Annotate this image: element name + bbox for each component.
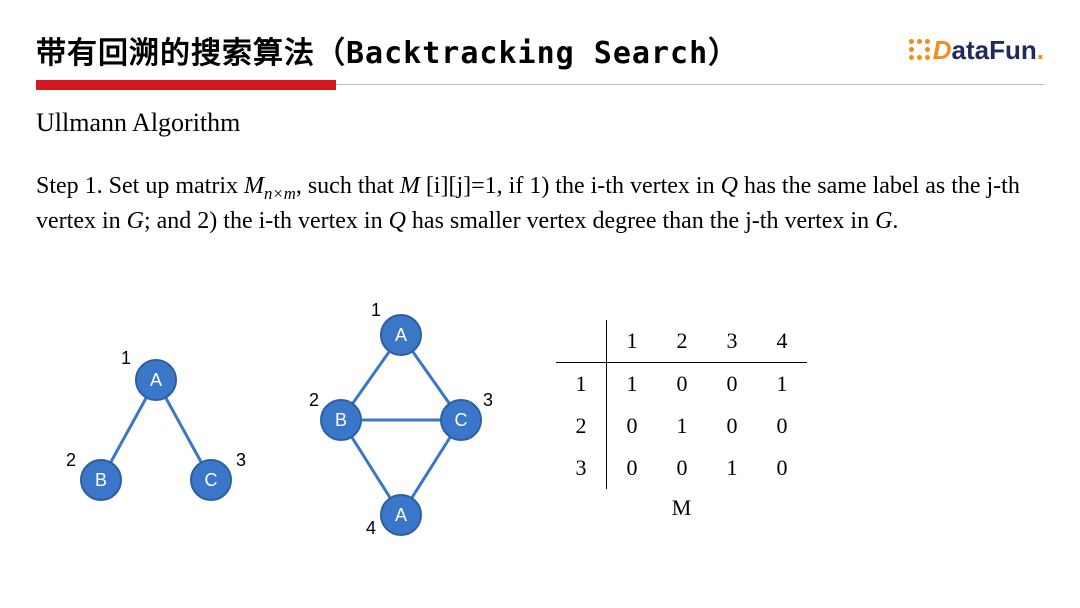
node-label: B (335, 410, 347, 430)
matrix-col-header: 4 (757, 320, 807, 363)
node-label: C (205, 470, 218, 490)
matrix-col-header: 1 (607, 320, 658, 363)
graph-g: A1B2C3A4 (286, 290, 516, 570)
matrix-cell: 1 (657, 405, 707, 447)
matrix-table: 1234110012010030010 (556, 320, 807, 489)
matrix-cell: 0 (607, 447, 658, 489)
logo-rest: ataFun (952, 35, 1037, 65)
title-en: Backtracking Search (346, 36, 708, 71)
matrix-cell: 0 (757, 405, 807, 447)
rule-row (36, 80, 1044, 90)
slide-title: 带有回溯的搜索算法（Backtracking Search） (36, 28, 739, 72)
matrix-cell: 0 (657, 447, 707, 489)
title-paren-open: （ (315, 37, 346, 70)
matrix-cell: 0 (707, 363, 757, 406)
matrix-row-header: 1 (556, 363, 607, 406)
logo-dots-icon (909, 39, 931, 61)
matrix-cell: 1 (757, 363, 807, 406)
matrix-cell: 0 (657, 363, 707, 406)
title-paren-close: ） (708, 37, 739, 70)
title-row: 带有回溯的搜索算法（Backtracking Search） DataFun. (36, 28, 1044, 72)
matrix-cell: 1 (607, 363, 658, 406)
matrix-cell: 0 (607, 405, 658, 447)
matrix-col-header: 2 (657, 320, 707, 363)
node-label: B (95, 470, 107, 490)
node-label: A (150, 370, 162, 390)
matrix-cell: 0 (757, 447, 807, 489)
node-index: 2 (309, 390, 319, 410)
slide: 带有回溯的搜索算法（Backtracking Search） DataFun. … (0, 0, 1080, 608)
step-1-text: Step 1. Set up matrix Mn×m, such that M … (36, 170, 1020, 238)
matrix-col-header: 3 (707, 320, 757, 363)
node-index: 1 (371, 300, 381, 320)
rule-thin (336, 84, 1044, 85)
node-index: 4 (366, 518, 376, 538)
logo-d: D (933, 35, 952, 65)
matrix-row-header: 2 (556, 405, 607, 447)
graph-q: A1 B2 C3 (46, 320, 266, 530)
algorithm-name: Ullmann Algorithm (36, 108, 240, 138)
matrix-m: 1234110012010030010M (556, 320, 807, 521)
matrix-cell: 1 (707, 447, 757, 489)
node-index: 3 (236, 450, 246, 470)
node-label: C (455, 410, 468, 430)
matrix-row-header: 3 (556, 447, 607, 489)
matrix-caption: M (556, 495, 807, 521)
title-cn: 带有回溯的搜索算法 (36, 37, 315, 70)
rule-red (36, 80, 336, 90)
logo-dot: . (1037, 35, 1044, 65)
node-label: A (395, 505, 407, 525)
node-index: 3 (483, 390, 493, 410)
diagram-area: A1B2C3 A1B2C3A4 1234110012010030010M (36, 300, 1044, 580)
node-index: 1 (121, 348, 131, 368)
node-index: 2 (66, 450, 76, 470)
node-label: A (395, 325, 407, 345)
datafun-logo: DataFun. (909, 35, 1044, 66)
matrix-cell: 0 (707, 405, 757, 447)
